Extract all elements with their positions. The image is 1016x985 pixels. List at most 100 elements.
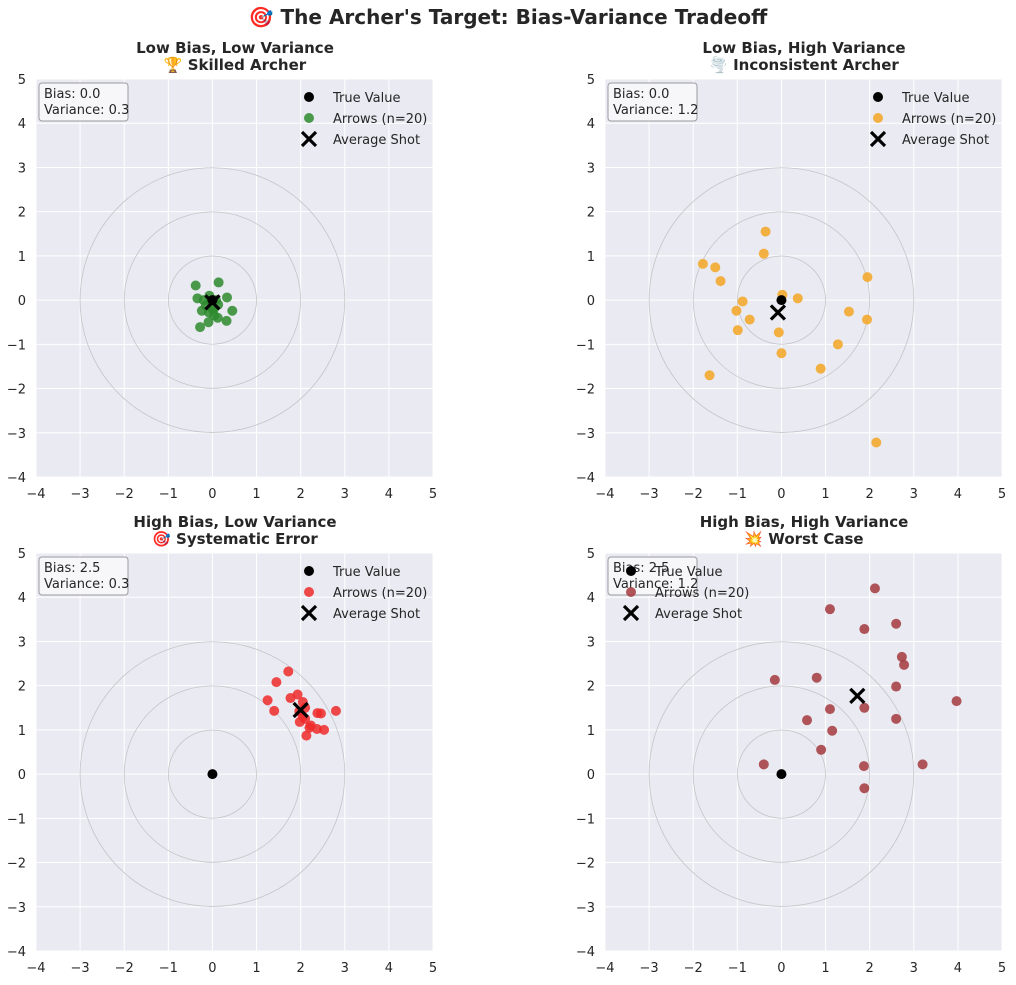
average-shot-stroke [292,701,309,719]
average-shot-stroke [849,687,866,704]
legend-average-label: Average Shot [655,607,742,622]
panel-2: −4 −3 −2 −1 0 1 2 3 4 5 −4 −3 −2 −1 0 1 2 3 4 5 Bias: 0.0Var… [576,73,1006,502]
x-tick-label: 4 [954,487,962,502]
legend-true-value-label: True Value [654,565,722,580]
legend-true-value-label: True Value [901,91,969,106]
arrow-point [891,618,902,629]
panel-3-title-line2: 🎯 Systematic Error [152,530,318,548]
x-tick-label: −4 [26,961,45,976]
arrow-point [301,730,312,741]
arrow-point [891,681,902,692]
y-tick-label: 4 [18,591,26,606]
average-shot-marker [769,304,787,321]
y-tick-label: −1 [576,338,595,353]
x-tick-label: 2 [866,487,874,502]
legend-arrows-label: Arrows (n=20) [333,586,427,601]
legend-average-marker [300,604,318,622]
panel-4-title-line2: 💥 Worst Case [744,530,864,548]
y-tick-label: 1 [587,724,595,739]
y-tick-label: 1 [18,724,26,739]
arrow-point [732,325,743,336]
x-tick-label: −4 [26,487,45,502]
arrow-point [715,276,726,287]
y-tick-label: 2 [587,680,595,695]
arrow-point [769,674,780,685]
plot-area [605,79,1002,477]
x-tick-label: 3 [910,487,918,502]
y-tick-label: −2 [7,857,26,872]
x-tick-label: 5 [429,487,437,502]
x-tick-label: 1 [821,961,829,976]
legend-true-value-label: True Value [332,565,400,580]
target-ring [692,211,871,389]
arrow-point [269,705,280,716]
average-shot-marker [849,687,866,704]
y-tick-label: 0 [18,294,26,309]
legend-true-value-marker [304,92,314,102]
x-tick-label: −1 [728,487,747,502]
legend-arrows-marker [626,587,636,597]
y-tick-label: 4 [18,117,26,132]
arrow-point [212,312,223,323]
y-tick-label: 5 [18,547,26,562]
stats-bias-text: Bias: 2.5 [44,561,100,576]
x-tick-label: 2 [297,487,305,502]
legend-average-marker [622,604,640,622]
target-ring [79,641,346,907]
legend: True Value Arrows (n=20) Average Shot [622,565,749,622]
stats-variance-text: Variance: 1.2 [613,577,698,592]
x-tick-label: −1 [728,961,747,976]
y-tick-label: 4 [587,117,595,132]
panel-1-title-line1: Low Bias, Low Variance [136,39,334,57]
arrow-point [758,759,769,770]
plot-area [605,553,1002,951]
target-ring [167,729,257,819]
legend-average-label: Average Shot [333,607,420,622]
target-ring [648,167,915,433]
chart-main-title: 🎯 The Archer's Target: Bias-Variance Tra… [248,5,768,29]
arrow-point [802,715,813,726]
arrow-point [227,305,238,316]
arrow-point [760,226,771,237]
arrow-point [869,583,880,594]
target-ring [736,255,826,345]
panel-2-title-line2: 🌪️ Inconsistent Archer [709,56,899,74]
y-tick-label: 5 [587,547,595,562]
y-tick-label: 5 [18,73,26,88]
stats-box-frame [38,556,129,596]
target-ring [648,641,915,907]
true-value-point [207,769,218,780]
arrow-point [221,315,232,326]
panel-4-title-line1: High Bias, High Variance [699,513,909,531]
x-tick-label: 0 [208,961,216,976]
arrow-point [858,761,869,772]
y-tick-label: 3 [587,635,595,650]
panel-1-title-line2: 🏆 Skilled Archer [163,56,307,74]
legend-arrows-marker [873,113,883,123]
arrow-point [731,305,742,316]
target-ring [167,255,257,345]
target-ring [123,211,302,389]
arrow-point [896,651,907,662]
x-tick-label: −2 [115,961,134,976]
y-tick-label: −3 [576,901,595,916]
x-tick-label: 0 [777,487,785,502]
x-tick-label: 3 [341,961,349,976]
y-tick-label: 5 [587,73,595,88]
arrow-point [859,783,870,794]
x-tick-label: −2 [684,961,703,976]
x-tick-label: −1 [159,961,178,976]
average-shot-stroke [769,304,787,321]
legend: True Value Arrows (n=20) Average Shot [869,91,996,148]
panel-3-title-line1: High Bias, Low Variance [133,513,337,531]
arrow-point [824,704,835,715]
y-tick-label: −4 [7,945,26,960]
x-tick-label: −3 [640,487,659,502]
arrow-point [704,370,715,381]
x-tick-label: 2 [297,961,305,976]
x-tick-label: −2 [115,487,134,502]
target-ring [123,685,302,863]
arrow-point [213,277,224,288]
